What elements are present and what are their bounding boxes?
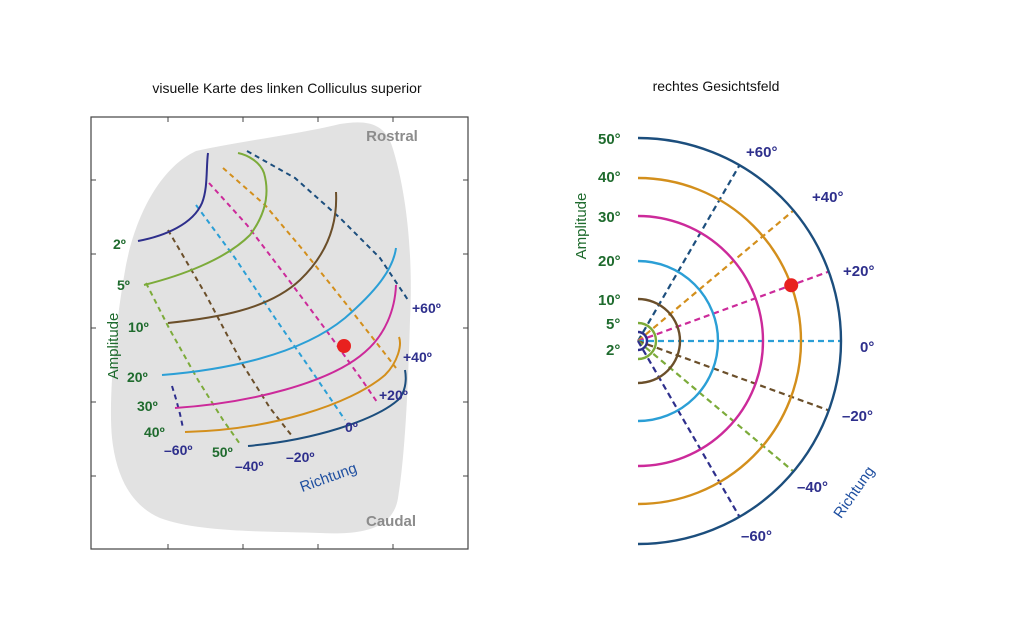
right-amplitude-labels: 50° 40° 30° 20° 10° 5° 2° <box>598 131 621 359</box>
left-panel: visuelle Karte des linken Colliculus sup… <box>90 80 469 550</box>
direction-spoke-minus60 <box>637 340 741 518</box>
direction-spoke-minus40 <box>637 340 795 473</box>
direction-lines <box>145 150 409 445</box>
amplitude-arc-2 <box>637 330 649 352</box>
amplitude-arc-5 <box>637 321 658 361</box>
amplitude-lines <box>137 152 407 447</box>
field-direction-label-plus40: +40° <box>812 189 843 206</box>
direction-label-minus20: –20º <box>286 449 314 465</box>
direction-spoke-plus40 <box>637 209 795 342</box>
amplitude-line-50 <box>247 369 407 447</box>
right-direction-labels: +60° +40° +20° 0° –20° –40° –60° <box>741 144 874 545</box>
rostral-label: Rostral <box>366 128 418 145</box>
direction-label-plus20: +20º <box>379 387 408 403</box>
amplitude-line-5 <box>143 152 268 286</box>
direction-spoke-plus20 <box>637 270 830 343</box>
amplitude-label-40: 40º <box>144 424 165 440</box>
direction-spoke-minus20 <box>637 339 830 412</box>
caudal-label: Caudal <box>366 513 416 530</box>
direction-line-plus20 <box>208 182 378 403</box>
amplitude-label-2: 2º <box>113 236 126 252</box>
right-direction-axis-label: Richtung <box>830 463 878 521</box>
frame-ticks <box>91 117 468 549</box>
colliculus-region <box>110 122 411 534</box>
direction-spokes <box>637 164 841 518</box>
left-amplitude-axis-label: Amplitude <box>105 313 122 380</box>
field-amplitude-label-5: 5° <box>606 316 620 333</box>
visual-field-highlight-point <box>784 278 799 293</box>
field-direction-label-plus60: +60° <box>746 144 777 161</box>
direction-label-0: 0º <box>345 419 358 435</box>
direction-spoke-plus60 <box>637 164 741 342</box>
right-panel-title: rechtes Gesichtsfeld <box>653 78 780 94</box>
direction-label-plus40: +40º <box>403 349 432 365</box>
amplitude-label-20: 20º <box>127 369 148 385</box>
left-panel-frame <box>90 116 469 550</box>
left-panel-title: visuelle Karte des linken Colliculus sup… <box>152 80 422 96</box>
direction-line-minus40 <box>145 282 241 445</box>
amplitude-label-50: 50º <box>212 444 233 460</box>
field-direction-label-minus60: –60° <box>741 528 772 545</box>
right-panel: rechtes Gesichtsfeld 50° 40° 30° 20° 10°… <box>573 78 878 546</box>
amplitude-arc-50 <box>637 136 843 546</box>
direction-line-minus20 <box>167 229 293 437</box>
direction-label-plus60: +60º <box>412 300 441 316</box>
amplitude-arcs <box>637 136 843 546</box>
direction-label-minus60: –60º <box>164 442 192 458</box>
amplitude-line-10 <box>167 191 338 324</box>
amplitude-arc-20 <box>637 259 720 423</box>
amplitude-arc-40 <box>637 176 803 506</box>
field-amplitude-label-20: 20° <box>598 253 621 270</box>
field-direction-label-plus20: +20° <box>843 263 874 280</box>
amplitude-arc-30 <box>637 214 765 468</box>
amplitude-label-30: 30º <box>137 398 158 414</box>
right-amplitude-axis-label: Amplitude <box>573 193 590 260</box>
field-amplitude-label-10: 10° <box>598 292 621 309</box>
direction-line-plus60 <box>246 150 409 301</box>
field-direction-label-0: 0° <box>860 339 874 356</box>
amplitude-arc-10 <box>637 297 682 385</box>
amplitude-labels: 2º 5º 10º 20º 30º 40º 50º <box>113 236 233 460</box>
direction-label-minus40: –40º <box>235 458 263 474</box>
amplitude-line-30 <box>174 284 397 409</box>
amplitude-line-40 <box>184 336 401 433</box>
field-amplitude-label-40: 40° <box>598 169 621 186</box>
field-amplitude-label-2: 2° <box>606 342 620 359</box>
field-direction-label-minus40: –40° <box>797 479 828 496</box>
amplitude-label-5: 5º <box>117 277 130 293</box>
amplitude-line-2 <box>137 152 209 242</box>
amplitude-label-10: 10º <box>128 319 149 335</box>
direction-line-minus60 <box>171 385 184 429</box>
highlight-point <box>337 339 351 353</box>
direction-line-plus40 <box>222 167 397 369</box>
amplitude-line-20 <box>161 247 397 376</box>
direction-labels: +60º +40º +20º 0º –20º –40º –60º <box>164 300 441 474</box>
direction-line-0 <box>195 204 346 421</box>
field-amplitude-label-50: 50° <box>598 131 621 148</box>
field-direction-label-minus20: –20° <box>842 408 873 425</box>
field-amplitude-label-30: 30° <box>598 209 621 226</box>
